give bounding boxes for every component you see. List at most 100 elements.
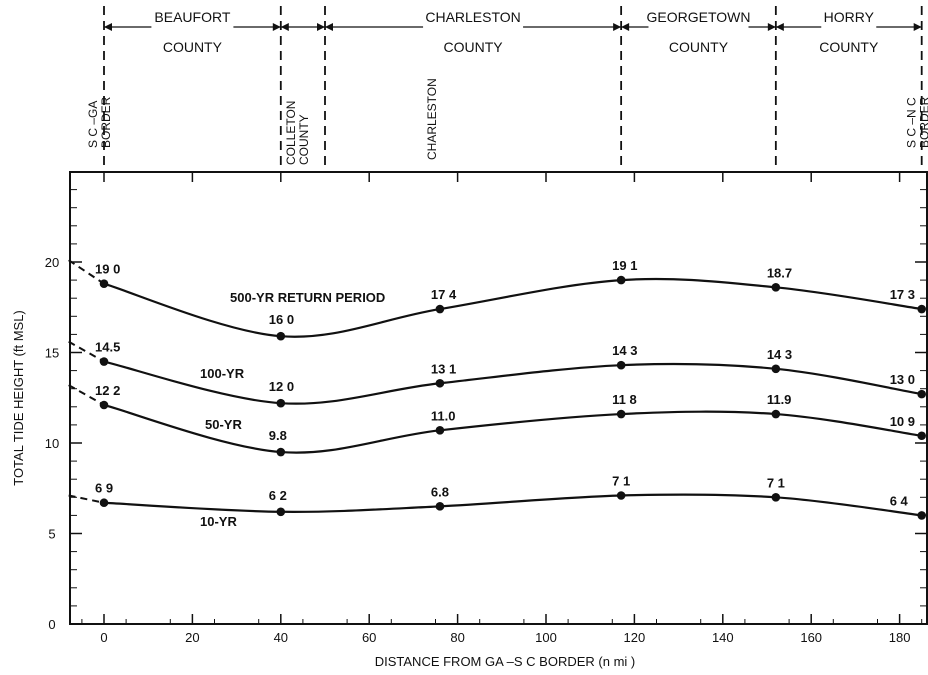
boundary-label: CHARLESTON <box>425 78 439 160</box>
point-value-label: 10 9 <box>890 414 915 429</box>
y-tick-label: 0 <box>48 617 55 632</box>
data-point <box>616 275 626 285</box>
y-axis-title: TOTAL TIDE HEIGHT (ft MSL) <box>11 310 26 486</box>
data-point <box>771 409 781 419</box>
data-point <box>616 409 626 419</box>
point-value-label: 14.5 <box>95 340 120 355</box>
series-extrapolation <box>68 340 105 363</box>
point-value-label: 12 0 <box>269 379 294 394</box>
point-value-label: 9.8 <box>269 428 287 443</box>
boundary-label: S C –GA BORDER <box>86 96 113 148</box>
data-point <box>917 389 926 399</box>
boundary-label-line: COUNTY <box>297 114 311 165</box>
point-value-label: 14 3 <box>767 347 792 362</box>
data-point <box>99 498 109 508</box>
x-axis: 0 20 40 60 80 100 120 140 160 180 <box>81 172 923 645</box>
data-point <box>99 357 109 366</box>
point-value-label: 18.7 <box>767 265 792 280</box>
x-tick-label: 40 <box>274 630 288 645</box>
point-value-label: 14 3 <box>612 343 637 358</box>
label-backdrop <box>648 17 749 31</box>
point-value-label: 16 0 <box>269 312 294 327</box>
label-backdrop <box>151 17 234 31</box>
point-value-label: 19 1 <box>612 258 637 273</box>
x-tick-label: 100 <box>535 630 557 645</box>
point-value-label: 7 1 <box>612 473 630 488</box>
data-point <box>771 364 781 374</box>
point-value-label: 12 2 <box>95 383 120 398</box>
boundary-label-line: S C –GA <box>86 101 100 148</box>
series-group: 19 0 16 0 17 4 19 1 18.7 17 3 500-YR RETURN PE… <box>68 258 926 529</box>
series-1: 14.5 12 0 13 1 14 3 14 3 13 0 100-YR <box>68 340 926 408</box>
arrow-head <box>767 23 776 31</box>
label-backdrop <box>423 17 524 31</box>
arrow-head <box>280 23 289 31</box>
data-point <box>276 398 286 408</box>
label-backdrop <box>821 17 877 31</box>
x-tick-label: 0 <box>100 630 107 645</box>
y-tick-label: 15 <box>45 346 59 361</box>
series-line <box>103 493 922 517</box>
plot-frame <box>69 171 928 625</box>
data-point <box>435 426 445 435</box>
point-value-label: 6 9 <box>95 481 113 496</box>
arrow-head <box>104 23 112 31</box>
data-point <box>276 447 286 457</box>
arrow-head <box>621 23 630 31</box>
data-point <box>771 493 781 502</box>
point-value-label: 11 8 <box>612 392 637 407</box>
data-point <box>99 400 109 410</box>
x-tick-label: 140 <box>712 630 734 645</box>
series-0: 19 0 16 0 17 4 19 1 18.7 17 3 500-YR RETURN PE… <box>68 258 926 341</box>
region-county-label: COUNTY <box>819 39 879 55</box>
arrow-head <box>317 23 325 31</box>
arrow-head <box>272 23 281 31</box>
data-point <box>99 279 109 289</box>
y-tick-label: 20 <box>45 255 59 270</box>
region-name-label: BEAUFORT <box>154 9 230 25</box>
data-point <box>771 283 781 292</box>
region-name-label: HORRY <box>824 9 875 25</box>
series-3: 6 9 6 2 6.8 7 1 7 1 6 4 10-YR <box>68 473 926 529</box>
point-value-label: 17 4 <box>431 287 457 302</box>
boundary-label: COLLETON COUNTY <box>284 101 311 165</box>
county-header: BEAUFORT COUNTY CHARLESTON COUNTY GEORGETOWN… <box>86 6 928 172</box>
series-line <box>103 360 922 405</box>
data-point <box>276 331 286 341</box>
boundary-label-line: BORDER <box>918 96 928 148</box>
region-name-label: CHARLESTON <box>425 9 520 25</box>
point-value-label: 19 0 <box>95 262 120 277</box>
x-tick-label: 80 <box>450 630 464 645</box>
point-value-label: 13 0 <box>890 372 915 387</box>
data-point <box>276 507 286 517</box>
boundary-label-line: CHARLESTON <box>425 78 439 160</box>
region-county-label: COUNTY <box>444 39 504 55</box>
x-axis-title: DISTANCE FROM GA –S C BORDER (n mi ) <box>375 654 636 669</box>
point-value-label: 17 3 <box>890 287 915 302</box>
x-tick-label: 20 <box>185 630 199 645</box>
region-county-label: COUNTY <box>669 39 729 55</box>
point-value-label: 6 2 <box>269 488 287 503</box>
data-point <box>616 491 626 500</box>
region-county-label: COUNTY <box>163 39 223 55</box>
point-value-label: 11.9 <box>767 392 792 407</box>
boundary-label-line: BORDER <box>99 96 113 148</box>
data-point <box>616 360 626 370</box>
point-value-label: 11.0 <box>431 408 456 423</box>
arrow-head <box>325 23 333 31</box>
point-value-label: 6.8 <box>431 484 449 499</box>
data-point <box>917 511 926 520</box>
series-extrapolation <box>68 494 105 504</box>
x-tick-label: 120 <box>624 630 646 645</box>
data-point <box>435 304 445 314</box>
point-value-label: 6 4 <box>890 493 909 508</box>
boundary-label: S C –N C BORDER <box>905 96 928 148</box>
region-name-label: GEORGETOWN <box>647 9 751 25</box>
x-tick-label: 160 <box>800 630 822 645</box>
data-point <box>917 304 926 314</box>
arrow-head <box>913 23 922 31</box>
series-name-label: 500-YR RETURN PERIOD <box>230 290 385 305</box>
y-axis: 0 5 10 15 20 <box>45 189 927 632</box>
data-point <box>435 378 445 388</box>
